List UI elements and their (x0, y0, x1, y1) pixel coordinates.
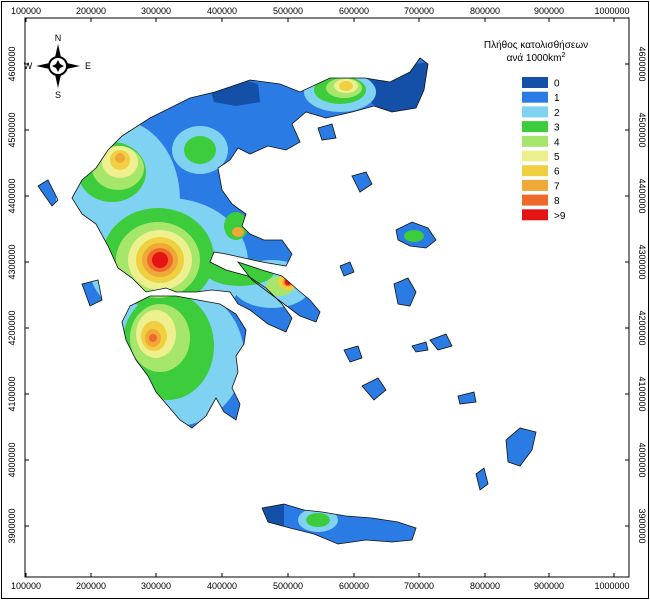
x-tick-label: 100000 (11, 581, 41, 591)
compass-east-label: E (85, 61, 91, 71)
x-tick-label: 800000 (470, 6, 500, 16)
x-tick-label: 700000 (404, 6, 434, 16)
legend-swatch (522, 106, 548, 118)
density-zone-3-crete (306, 513, 330, 527)
y-tick-label: 4600000 (637, 46, 647, 81)
legend-label: 3 (554, 123, 560, 134)
y-tick-marks (25, 63, 629, 527)
y-tick-label: 4600000 (7, 46, 17, 81)
x-tick-label: 1000000 (594, 581, 629, 591)
x-tick-label: 400000 (207, 6, 237, 16)
x-tick-label: 200000 (76, 581, 106, 591)
y-tick-label: 4400000 (7, 178, 17, 213)
legend-label: 0 (554, 79, 560, 90)
legend-swatch (522, 91, 548, 103)
density-zone-3-macedonia (184, 136, 216, 164)
legend-swatch (522, 209, 548, 221)
legend-swatch (522, 179, 548, 191)
legend-title-unit: ανά 1000km (507, 52, 562, 64)
x-tick-label: 500000 (273, 6, 303, 16)
legend-swatch (522, 194, 548, 206)
compass-south-label: S (55, 90, 61, 100)
x-tick-label: 800000 (470, 581, 500, 591)
compass-west-label: W (24, 61, 33, 71)
legend-title-line2: ανά 1000km2 (507, 52, 566, 64)
y-tick-label: 4000000 (7, 442, 17, 477)
legend-swatch (522, 165, 548, 177)
legend-label: 8 (554, 196, 560, 207)
x-tick-label: 700000 (404, 581, 434, 591)
x-tick-label: 300000 (141, 6, 171, 16)
x-tick-marks-top (25, 18, 615, 22)
density-zone-6-thrace (339, 81, 353, 91)
legend: Πλήθος κατολισθήσεων ανά 1000km2 0123456… (484, 39, 588, 222)
density-zone-7-epirus (115, 153, 125, 163)
x-tick-label: 900000 (534, 6, 564, 16)
x-tick-label: 1000000 (594, 6, 629, 16)
y-tick-label: 4500000 (7, 112, 17, 147)
x-axis-labels-bottom: 100000 200000 300000 400000 500000 60000… (11, 581, 630, 591)
legend-title-superscript: 2 (562, 52, 566, 59)
y-tick-label: 4200000 (7, 310, 17, 345)
y-tick-label: 4000000 (637, 442, 647, 477)
x-tick-label: 300000 (141, 581, 171, 591)
density-zone-8-peloponnese (149, 334, 157, 342)
density-zone-3-lesvos (404, 230, 424, 242)
y-tick-label: 4500000 (637, 112, 647, 147)
density-zone-9-central (152, 252, 168, 268)
x-tick-label: 600000 (339, 581, 369, 591)
legend-label: 4 (554, 137, 560, 148)
y-tick-label: 3900000 (7, 508, 17, 543)
x-tick-label: 500000 (273, 581, 303, 591)
compass-north-label: N (55, 33, 62, 43)
y-tick-label: 4300000 (7, 244, 17, 279)
legend-swatch (522, 77, 548, 88)
y-tick-label: 4400000 (637, 178, 647, 213)
compass-rose: N S W E (24, 33, 91, 100)
legend-title-line1: Πλήθος κατολισθήσεων (484, 39, 588, 51)
x-tick-label: 900000 (534, 581, 564, 591)
x-tick-label: 400000 (207, 581, 237, 591)
y-tick-label: 4200000 (637, 310, 647, 345)
x-tick-label: 100000 (11, 6, 41, 16)
density-zone-7-pelion (232, 227, 244, 237)
legend-label: >9 (554, 211, 566, 222)
legend-swatch (522, 121, 548, 133)
y-axis-labels-left: 4600000 4500000 4400000 4300000 4200000 … (7, 46, 17, 543)
legend-items: 0 1 2 3 4 5 6 7 8 >9 (522, 77, 566, 222)
x-tick-label: 600000 (339, 6, 369, 16)
coastlines (37, 57, 537, 545)
compass-center-icon (52, 60, 64, 72)
legend-label: 5 (554, 152, 560, 163)
y-axis-labels-right: 4600000 4500000 4400000 4300000 4200000 … (637, 46, 647, 543)
legend-label: 7 (554, 181, 560, 192)
y-tick-label: 4100000 (7, 376, 17, 411)
x-axis-labels-top: 100000 200000 300000 400000 500000 60000… (11, 6, 630, 16)
x-tick-marks-bottom (25, 573, 615, 577)
y-tick-label: 3900000 (637, 508, 647, 543)
y-tick-label: 4300000 (637, 244, 647, 279)
legend-label: 2 (554, 108, 560, 119)
legend-swatch (522, 135, 548, 147)
y-tick-label: 4100000 (637, 376, 647, 411)
legend-swatch (522, 150, 548, 162)
legend-label: 1 (554, 93, 560, 104)
legend-label: 6 (554, 167, 560, 178)
x-tick-label: 200000 (76, 6, 106, 16)
